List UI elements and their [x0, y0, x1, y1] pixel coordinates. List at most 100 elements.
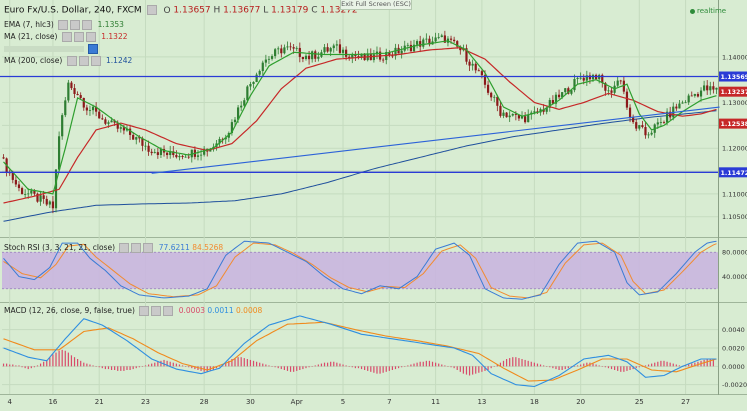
candle-body [30, 191, 32, 194]
macd-histogram-bar [21, 366, 22, 367]
macd-histogram-bar [626, 366, 627, 371]
macd-histogram-bar [707, 359, 708, 366]
macd-histogram-bar [503, 361, 504, 367]
macd-histogram-bar [321, 364, 322, 367]
candle-body [43, 195, 45, 199]
macd-histogram-bar [244, 358, 245, 366]
x-tick-label: 18 [530, 398, 539, 406]
candle-body [435, 38, 437, 42]
candle-body [2, 157, 4, 158]
macd-histogram-bar [305, 366, 306, 368]
macd-histogram-bar [620, 366, 621, 372]
macd-histogram-bar [55, 353, 56, 367]
macd-histogram-bar [679, 365, 680, 366]
legend-ema-value: 1.1353 [98, 20, 124, 29]
macd-histogram-bar [420, 362, 421, 367]
macd-histogram-bar [614, 366, 615, 370]
macd-histogram-bar [247, 359, 248, 366]
candle-body [98, 112, 100, 119]
legend-ma200-close-icon[interactable] [91, 56, 101, 66]
macd-histogram-bar [237, 357, 238, 366]
macd-histogram-bar [472, 366, 473, 374]
macd-histogram-bar [339, 364, 340, 367]
legend-ma21-close-icon[interactable] [86, 32, 96, 42]
candle-body [502, 113, 504, 116]
legend-stoch-settings-icon[interactable] [131, 243, 141, 253]
candle-body [243, 100, 245, 105]
candle-body [425, 39, 427, 40]
legend-macd-value: 0.0008 [236, 306, 262, 315]
candle-body [61, 115, 63, 136]
ohlc-low-label: L [263, 6, 268, 16]
candle-body [178, 156, 180, 157]
candle-body [311, 51, 313, 59]
ohlc-high-label: H [214, 6, 221, 16]
macd-histogram-bar [68, 353, 69, 367]
macd-histogram-bar [330, 362, 331, 367]
candle-body [478, 70, 480, 71]
macd-histogram-bar [673, 364, 674, 367]
legend-ema-eye-icon[interactable] [58, 20, 68, 30]
x-tick-label: 4 [7, 398, 12, 406]
macd-histogram-bar [574, 366, 575, 367]
macd-histogram-bar [432, 362, 433, 367]
candle-body [481, 71, 483, 75]
candle-body [151, 152, 153, 153]
candle-body [450, 39, 452, 40]
macd-histogram-bar [352, 366, 353, 367]
macd-histogram-bar [512, 357, 513, 366]
legend-stoch-close-icon[interactable] [143, 243, 153, 253]
macd-histogram-bar [49, 357, 50, 366]
candle-body [330, 48, 332, 51]
macd-histogram-bar [96, 366, 97, 367]
macd-histogram-bar [577, 365, 578, 366]
legend-ma200: MA (200, close) 1.1242 [4, 56, 132, 66]
candle-body [89, 110, 91, 111]
y-tick-label: 1.11000 [722, 190, 747, 198]
macd-histogram-bar [253, 361, 254, 367]
legend-hidden-visibility-icon[interactable] [88, 44, 98, 54]
candle-body [92, 107, 94, 110]
candle-body [509, 116, 511, 118]
candle-body [691, 96, 693, 97]
legend-ma200-settings-icon[interactable] [79, 56, 89, 66]
legend-macd-label: MACD (12, 26, close, 9, false, true) [4, 306, 135, 315]
exit-full-screen-button[interactable]: Exit Full Screen (ESC) [340, 0, 412, 10]
candle-body [620, 81, 622, 82]
macd-histogram-bar [108, 366, 109, 369]
candle-body [308, 56, 310, 59]
macd-histogram-bar [315, 365, 316, 366]
candle-body [101, 118, 103, 119]
legend-ema-settings-icon[interactable] [70, 20, 80, 30]
candle-body [271, 56, 273, 59]
candle-body [132, 135, 134, 140]
macd-histogram-bar [413, 364, 414, 367]
candle-body [638, 125, 640, 128]
candle-body [641, 125, 643, 127]
legend-macd-settings-icon[interactable] [151, 306, 161, 316]
macd-histogram-bar [40, 364, 41, 367]
legend-ma21-settings-icon[interactable] [74, 32, 84, 42]
macd-histogram-bar [284, 366, 285, 370]
legend-ma21-eye-icon[interactable] [62, 32, 72, 42]
legend-ma200-eye-icon[interactable] [67, 56, 77, 66]
legend-macd-close-icon[interactable] [163, 306, 173, 316]
candle-body [144, 146, 146, 147]
macd-histogram-bar [176, 364, 177, 367]
legend-ema: EMA (7, hlc3) 1.1353 [4, 20, 124, 30]
candle-body [305, 56, 307, 59]
candle-body [657, 122, 659, 124]
macd-histogram-bar [580, 365, 581, 367]
macd-histogram-bar [262, 364, 263, 367]
legend-macd-eye-icon[interactable] [139, 306, 149, 316]
candle-body [314, 51, 316, 58]
legend-ema-close-icon[interactable] [82, 20, 92, 30]
legend-stoch-eye-icon[interactable] [119, 243, 129, 253]
settings-chip[interactable] [147, 5, 157, 15]
candle-body [58, 136, 60, 169]
candle-body [67, 83, 69, 101]
candle-body [280, 48, 282, 53]
candle-body [697, 94, 699, 97]
macd-histogram-bar [271, 366, 272, 367]
